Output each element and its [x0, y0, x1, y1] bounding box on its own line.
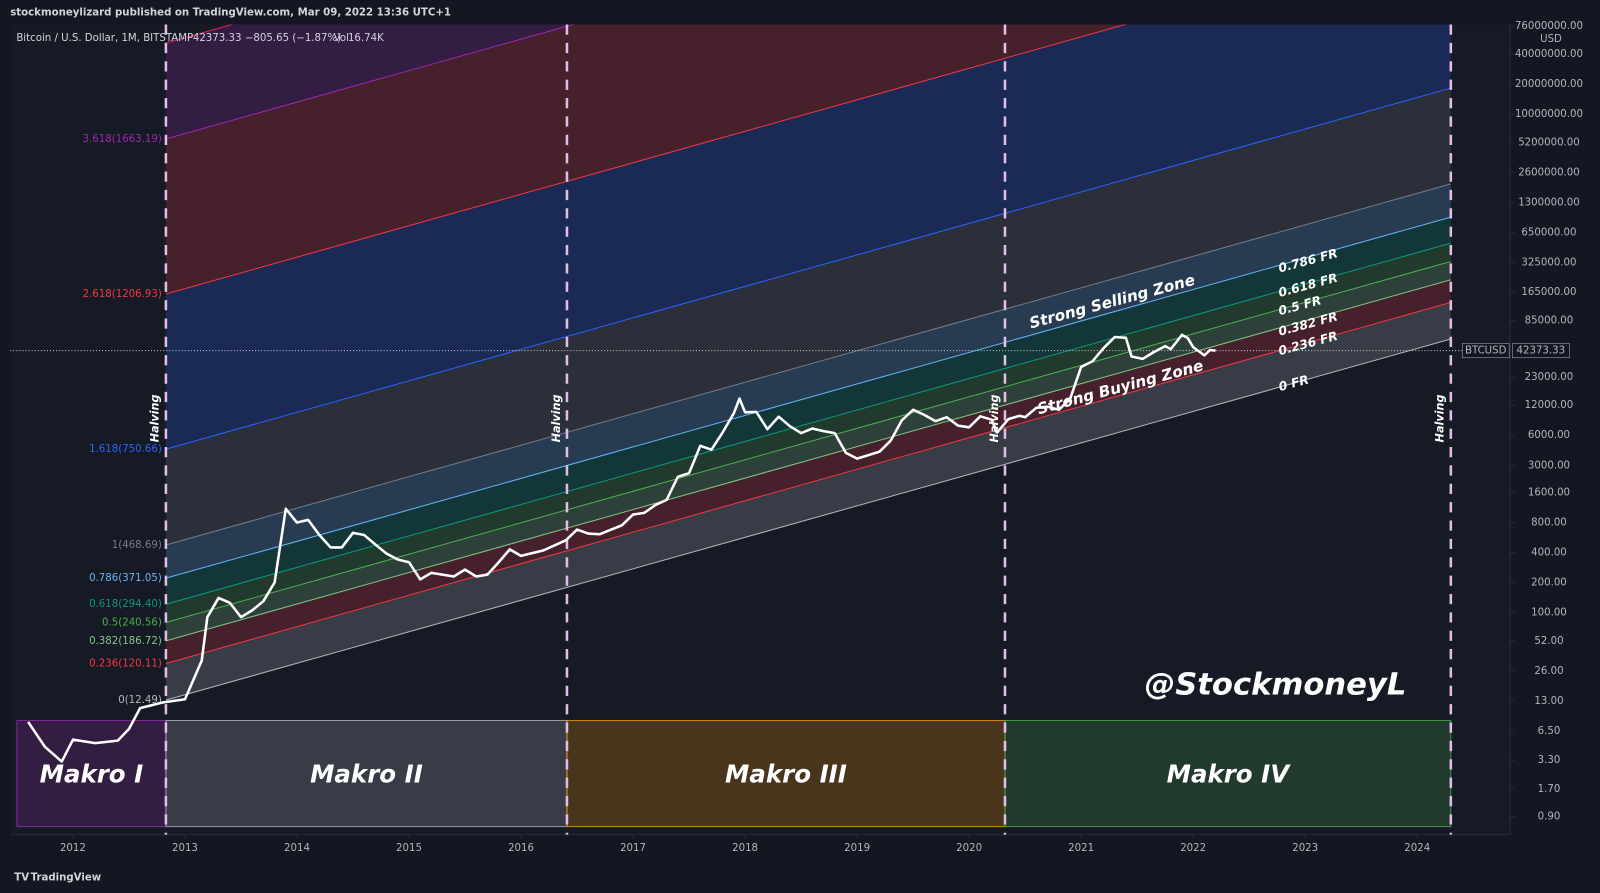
price-tag-value: 42373.33 [1517, 346, 1566, 357]
x-tick-label: 2017 [620, 843, 646, 854]
halving-label: Halving [1434, 394, 1447, 442]
fib-label: 1(468.69) [112, 540, 162, 551]
logo-icon: TV [14, 873, 29, 884]
fib-line [165, 279, 1451, 642]
x-tick-label: 2012 [60, 843, 86, 854]
annotation: @StockmoneyL [1145, 667, 1407, 702]
y-tick-label: 26.00 [1534, 666, 1563, 677]
fib-band [165, 243, 1451, 623]
x-tick-label: 2023 [1292, 843, 1318, 854]
y-tick-label: 5200000.00 [1518, 137, 1580, 148]
y-tick-label: 650000.00 [1521, 227, 1576, 238]
footer-logo: TradingView [31, 873, 102, 884]
x-tick-label: 2016 [508, 843, 534, 854]
y-tick-label: 3.30 [1538, 755, 1561, 766]
y-tick-label: 165000.00 [1521, 287, 1576, 298]
zone [16, 719, 167, 828]
fib-line [165, 260, 1451, 624]
fib-label: 0.786(371.05) [89, 573, 162, 584]
fib-band [165, 261, 1451, 641]
x-tick-label: 2019 [844, 843, 870, 854]
y-tick-label: 40000000.00 [1515, 49, 1583, 60]
zone [165, 719, 568, 828]
y-tick-label: 12000.00 [1525, 400, 1574, 411]
fib-line [165, 338, 1451, 701]
x-tick-label: 2024 [1404, 843, 1430, 854]
y-tick-label: 1.70 [1538, 784, 1561, 795]
x-tick-label: 2022 [1180, 843, 1206, 854]
fib-line [165, 183, 1451, 546]
vol-label: Vol [334, 33, 349, 44]
fib-label: 0.382(186.72) [89, 636, 162, 647]
overlay: 76000000.00 40000000.00 20000000.00 1000000… [60, 21, 1583, 854]
fib-line [165, 24, 1127, 295]
plot: 0(12.49) 0.236(120.11) 0.382(186.72) 0.5(24… [10, 24, 1511, 835]
halving-label: Halving [149, 394, 162, 442]
symbol: Bitcoin / U.S. Dollar, 1M, BITSTAMP [16, 33, 193, 44]
zone [566, 719, 1006, 828]
fib-band [165, 88, 1451, 545]
zone-label: Makro III [725, 760, 847, 789]
currency: USD [1540, 34, 1562, 45]
vol: 16.74K [348, 33, 384, 44]
fib-line [165, 242, 1451, 605]
y-tick-label: 52.00 [1534, 636, 1563, 647]
fib-line [165, 301, 1451, 664]
publisher: stockmoneylizard published on TradingVie… [10, 7, 451, 18]
x-tick-label: 2018 [732, 843, 758, 854]
x-tick-label: 2020 [956, 843, 982, 854]
fib-band [165, 24, 573, 139]
fib-label: 0.618(294.40) [89, 599, 162, 610]
fib-line [165, 24, 575, 140]
fib-label: 0.5(240.56) [102, 618, 162, 629]
fib-label: 3.618(1663.19) [83, 134, 162, 145]
halving-label: Halving [550, 394, 563, 442]
y-tick-label: 800.00 [1531, 517, 1567, 528]
y-tick-label: 325000.00 [1521, 257, 1576, 268]
fib-band [165, 217, 1451, 605]
y-tick-label: 85000.00 [1525, 315, 1574, 326]
fib-line [165, 87, 1451, 450]
fib-line [165, 216, 1451, 579]
fib-label: 2.618(1206.93) [83, 289, 162, 300]
y-tick-label: 3000.00 [1528, 460, 1570, 471]
change: −805.65 (−1.87%) [245, 33, 341, 44]
y-tick-label: 1600.00 [1528, 487, 1570, 498]
x-tick-label: 2013 [172, 843, 198, 854]
y-tick-label: 13.00 [1534, 696, 1563, 707]
price-tag-value-bg [1511, 343, 1570, 359]
plot-area [10, 24, 1511, 835]
zone-label: Makro II [310, 760, 423, 789]
y-tick-label: 20000000.00 [1515, 79, 1583, 90]
x-tick-label: 2021 [1068, 843, 1094, 854]
y-tick-label: 6000.00 [1528, 430, 1570, 441]
y-tick-label: 400.00 [1531, 548, 1567, 559]
y-tick-label: 76000000.00 [1515, 21, 1583, 32]
zone-label: Makro I [40, 760, 144, 789]
y-tick-label: 200.00 [1531, 578, 1567, 589]
fib-band [165, 279, 1451, 664]
price-tag-bg [1461, 343, 1510, 359]
y-tick-label: 23000.00 [1525, 372, 1574, 383]
price: 42373.33 [193, 33, 242, 44]
y-tick-label: 100.00 [1531, 608, 1567, 619]
y-tick-label: 6.50 [1538, 726, 1561, 737]
y-tick-label: 10000000.00 [1515, 109, 1583, 120]
fib-label: 0(12.49) [118, 695, 162, 706]
fib-label: 0.236(120.11) [89, 658, 162, 669]
price-tag-name: BTCUSD [1465, 346, 1507, 357]
zone [1004, 719, 1452, 828]
y-tick-label: 1300000.00 [1518, 197, 1580, 208]
y-tick-label: 0.90 [1538, 811, 1561, 822]
zone-label: Makro IV [1167, 760, 1292, 789]
fib-band [165, 302, 1451, 701]
fib-band [165, 24, 1451, 450]
x-tick-label: 2014 [284, 843, 310, 854]
x-tick-label: 2015 [396, 843, 422, 854]
fib-label: 1.618(750.66) [89, 444, 162, 455]
fib-band [165, 183, 1451, 579]
y-tick-label: 2600000.00 [1518, 167, 1580, 178]
price-line [27, 333, 1216, 763]
